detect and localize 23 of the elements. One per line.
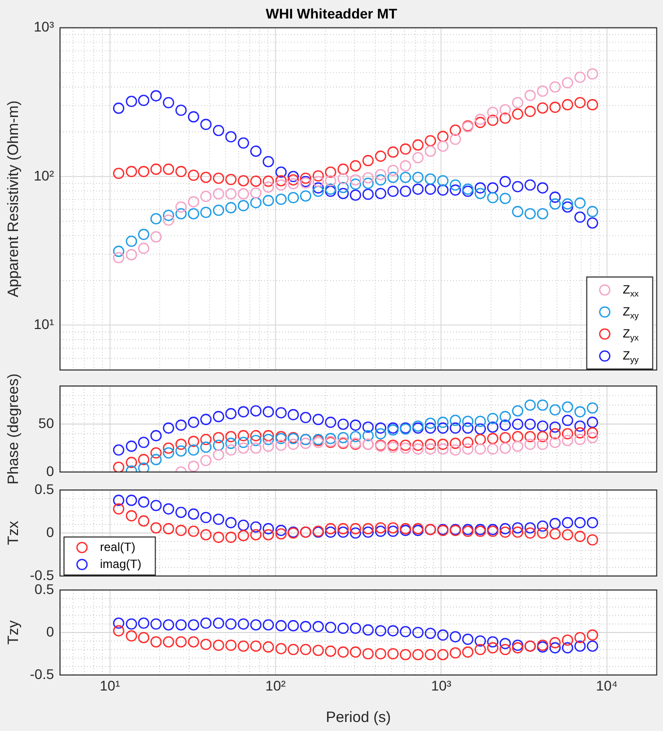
x-tick-label: 10⁴ [596, 677, 618, 694]
y-tick-label: 0 [46, 462, 54, 479]
y-tick-label: 0 [46, 623, 54, 640]
y-axis-title: Tzx [5, 520, 22, 546]
y-tick-label: 50 [38, 415, 54, 432]
y-tick-label: 0 [46, 524, 54, 540]
x-tick-label: 10³ [431, 677, 452, 694]
y-axis-title: Tzy [5, 620, 22, 645]
y-tick-label: 10² [34, 167, 54, 184]
y-axis-title: Apparent Resistivity (Ohm-m) [5, 100, 22, 298]
y-tick-label: -0.5 [30, 666, 54, 682]
x-tick-label: 10¹ [100, 677, 120, 694]
y-tick-label: 10³ [34, 18, 54, 35]
y-tick-label: -0.5 [30, 566, 54, 583]
legend-label: real(T) [100, 540, 136, 554]
legend-label: imag(T) [100, 556, 142, 571]
y-axis-title: Phase (degrees) [5, 374, 22, 484]
x-tick-label: 10² [265, 677, 286, 694]
y-tick-label: 0.5 [34, 580, 54, 597]
chart-title: WHI Whiteadder MT [266, 5, 398, 22]
y-tick-label: 0.5 [34, 480, 54, 497]
x-axis-title: Period (s) [326, 709, 391, 726]
y-tick-label: 10¹ [34, 316, 54, 332]
